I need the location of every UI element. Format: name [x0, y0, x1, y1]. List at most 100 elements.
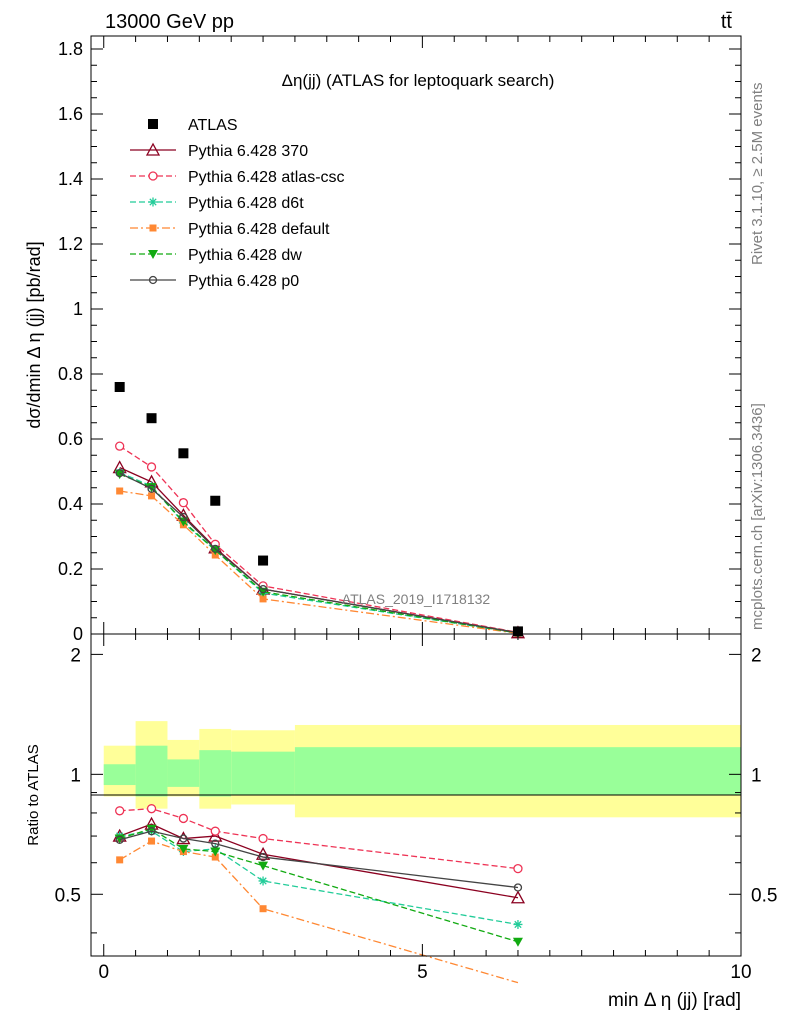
legend-marker-dw: [148, 250, 158, 259]
ratio-series-p0: [115, 827, 523, 892]
data-point-default: [116, 487, 124, 495]
ratio-point-atlas_csc: [178, 813, 189, 824]
main-y-tick-label: 0.4: [58, 494, 83, 514]
data-point-dw: [146, 483, 157, 493]
x-axis-label: min Δ η (jj) [rad]: [608, 990, 741, 1011]
legend-label-atlas: ATLAS: [188, 117, 238, 134]
data-point-p0: [115, 468, 124, 478]
ratio-line-atlas_csc: [119, 808, 519, 870]
data-point-p0: [179, 512, 188, 522]
x-tick-label: 0: [98, 962, 109, 983]
ratio-point-atlas_csc: [146, 804, 157, 814]
ratio-point-p370: [208, 828, 223, 842]
main-y-tick-label: 1.4: [58, 169, 83, 189]
legend-label-default: Pythia 6.428 default: [188, 221, 330, 238]
ratio-band-inner: [135, 745, 168, 797]
ratio-point-dw: [178, 844, 189, 854]
data-point-atlas_csc: [115, 441, 125, 451]
legend-entry-default: Pythia 6.428 default: [130, 221, 330, 238]
legend-entry-d6t: Pythia 6.428 d6t: [130, 195, 304, 212]
series-d6t: [115, 467, 523, 638]
ratio-band-inner: [199, 750, 232, 797]
legend-label-d6t: Pythia 6.428 d6t: [188, 195, 304, 212]
ratio-line-dw: [119, 828, 519, 943]
legend-label-dw: Pythia 6.428 dw: [188, 247, 302, 264]
series-line-dw: [119, 473, 519, 634]
ratio-point-atlas_csc: [115, 806, 125, 816]
legend-entry-p370: Pythia 6.428 370: [130, 142, 308, 160]
data-point-atlas: [178, 448, 189, 459]
data-point-atlas: [512, 626, 523, 637]
series-line-atlas_csc: [119, 445, 519, 634]
legend-entry-p0: Pythia 6.428 p0: [130, 273, 299, 290]
ratio-point-default: [259, 905, 267, 913]
series-line-default: [119, 490, 519, 634]
legend-marker-p370: [145, 142, 161, 156]
ratio-point-atlas_csc: [258, 833, 268, 844]
legend-label-p370: Pythia 6.428 370: [188, 143, 308, 160]
ratio-point-dw: [146, 824, 157, 834]
main-y-tick-label: 0: [73, 624, 83, 644]
ratio-y-tick-label: 0.5: [55, 885, 81, 906]
ratio-series-dw: [114, 824, 523, 947]
ratio-y-tick-label-right: 1: [751, 765, 762, 786]
header-right: tt̄: [721, 11, 733, 33]
ratio-line-p0: [119, 830, 519, 889]
main-panel: Δη(jj) (ATLAS for leptoquark search) dσ/…: [24, 35, 742, 644]
ratio-point-atlas_csc: [210, 826, 220, 836]
data-point-default: [148, 492, 156, 500]
ratio-band-inner: [294, 747, 741, 795]
series-atlas_csc: [115, 441, 523, 638]
ratio-point-default: [148, 837, 156, 845]
mcplots-label: mcplots.cern.ch [arXiv:1306.3436]: [749, 403, 766, 630]
ratio-y-tick-label-right: 0.5: [751, 885, 777, 906]
main-y-axis-label: dσ/dmin Δ η (jj) [pb/rad]: [24, 241, 44, 428]
series-p0: [115, 468, 523, 637]
ratio-y-tick-label-right: 2: [751, 645, 762, 666]
ratio-point-default: [211, 853, 219, 861]
legend-label-atlas_csc: Pythia 6.428 atlas-csc: [188, 169, 345, 186]
ratio-point-atlas_csc: [513, 863, 523, 874]
main-title: Δη(jj) (ATLAS for leptoquark search): [282, 71, 555, 90]
main-y-tick-label: 1.8: [58, 39, 83, 59]
data-point-atlas: [210, 495, 221, 506]
ratio-point-p0: [258, 852, 268, 862]
series-atlas: [114, 382, 523, 637]
ratio-point-dw: [210, 847, 221, 857]
legend-marker-d6t: [148, 197, 158, 207]
ratio-point-d6t: [513, 919, 523, 929]
watermark: ATLAS_2019_I1718132: [342, 591, 491, 607]
ratio-frame: [90, 633, 742, 957]
data-point-atlas: [258, 555, 269, 566]
main-y-tick-label: 1.6: [58, 104, 83, 124]
data-point-atlas_csc: [178, 498, 189, 508]
ratio-point-dw: [258, 861, 269, 871]
data-point-atlas: [146, 413, 157, 424]
ratio-y-tick-label: 1: [70, 765, 81, 786]
ratio-point-d6t: [258, 876, 268, 886]
data-point-p0: [147, 484, 156, 493]
legend: ATLAS Pythia 6.428 370 Pythia 6.428 atlas-…: [130, 117, 345, 290]
ratio-series-default: [116, 837, 519, 984]
header-left: 13000 GeV pp: [105, 11, 234, 33]
data-point-dw: [114, 470, 125, 480]
data-point-p0: [211, 544, 220, 553]
series-dw: [114, 470, 523, 639]
ratio-point-p0: [147, 827, 156, 836]
data-point-p0: [258, 585, 268, 594]
ratio-band-inner: [167, 759, 200, 787]
data-point-atlas_csc: [146, 462, 157, 472]
main-y-tick-label: 0.8: [58, 364, 83, 384]
rivet-label: Rivet 3.1.10, ≥ 2.5M events: [749, 83, 766, 266]
series-line-p0: [119, 472, 519, 634]
main-y-tick-label: 1.2: [58, 234, 83, 254]
ratio-band-inner: [231, 751, 295, 795]
ratio-point-p0: [513, 883, 523, 892]
legend-entry-atlas_csc: Pythia 6.428 atlas-csc: [130, 169, 345, 186]
ratio-point-p370: [510, 890, 526, 904]
legend-marker-atlas: [148, 119, 158, 129]
series-line-d6t: [119, 471, 519, 634]
ratio-series-d6t: [115, 826, 523, 929]
legend-label-p0: Pythia 6.428 p0: [188, 273, 299, 290]
series-line-p370: [119, 467, 519, 634]
